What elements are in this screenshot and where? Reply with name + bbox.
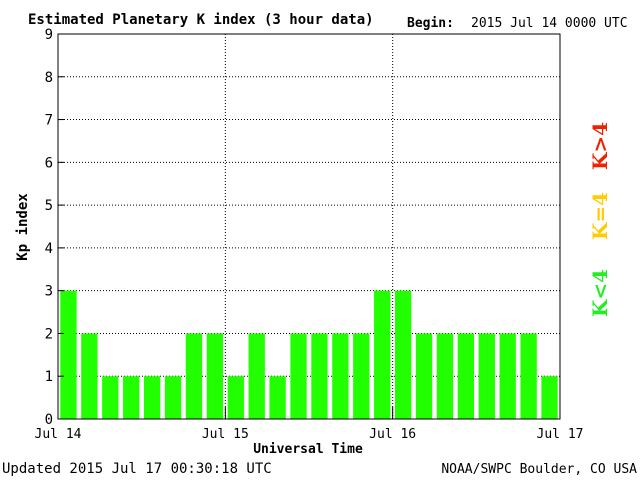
legend-item: K=4	[588, 192, 612, 240]
y-tick-label: 2	[45, 326, 53, 342]
kp-bar	[541, 376, 558, 419]
y-tick-label: 0	[45, 412, 53, 428]
x-tick-label: Jul 17	[537, 427, 584, 442]
kp-bar	[520, 333, 537, 419]
kp-bar	[499, 333, 516, 419]
y-tick-label: 3	[45, 284, 53, 300]
legend-item: K>4	[588, 122, 612, 170]
kp-bar	[102, 376, 119, 419]
kp-bar	[81, 333, 98, 419]
y-tick-label: 1	[45, 369, 53, 385]
kp-bar	[123, 376, 140, 419]
chart-title: Estimated Planetary K index (3 hour data…	[28, 12, 374, 28]
kp-bar	[311, 333, 328, 419]
begin-label: Begin:	[407, 16, 454, 31]
x-tick-label: Jul 14	[35, 427, 82, 442]
kp-bar	[290, 333, 307, 419]
kp-bar	[269, 376, 286, 419]
y-tick-label: 6	[45, 155, 53, 171]
x-axis: Jul 14 Jul 15 Jul 16 Jul 17	[35, 407, 584, 442]
kp-bar	[248, 333, 265, 419]
x-tick-label: Jul 16	[369, 427, 416, 442]
source-credit: NOAA/SWPC Boulder, CO USA	[441, 462, 637, 477]
y-tick-label: 8	[45, 70, 53, 86]
kp-bar	[353, 333, 370, 419]
x-axis-label: Universal Time	[253, 442, 363, 457]
x-tick-label: Jul 15	[202, 427, 249, 442]
grid-lines	[58, 34, 560, 419]
kp-bar	[394, 290, 412, 419]
y-tick-label: 9	[45, 27, 53, 43]
kp-bar	[143, 376, 161, 419]
kp-bar	[60, 290, 77, 419]
y-axis-label: Kp index	[15, 193, 31, 261]
begin-value: 2015 Jul 14 0000 UTC	[471, 16, 628, 31]
y-tick-label: 4	[45, 241, 53, 257]
kp-bar	[374, 290, 391, 419]
bars	[60, 290, 558, 419]
legend-item: K<4	[588, 269, 612, 317]
plot-frame	[57, 33, 561, 420]
updated-timestamp: Updated 2015 Jul 17 00:30:18 UTC	[2, 461, 272, 477]
kp-bar	[457, 333, 475, 419]
kp-bar	[332, 333, 349, 419]
kp-bar	[436, 333, 454, 419]
kp-bar	[185, 333, 203, 419]
y-tick-label: 5	[45, 198, 53, 214]
y-tick-label: 7	[45, 113, 53, 129]
kp-bar	[227, 376, 244, 419]
y-axis: 0 1 2 3 4 5 6 7 8 9	[45, 27, 64, 428]
kp-bar	[206, 333, 224, 419]
legend: K<4 K=4 K>4	[588, 122, 612, 317]
kp-bar	[415, 333, 433, 419]
kp-bar	[164, 376, 182, 419]
kp-bar	[478, 333, 495, 419]
